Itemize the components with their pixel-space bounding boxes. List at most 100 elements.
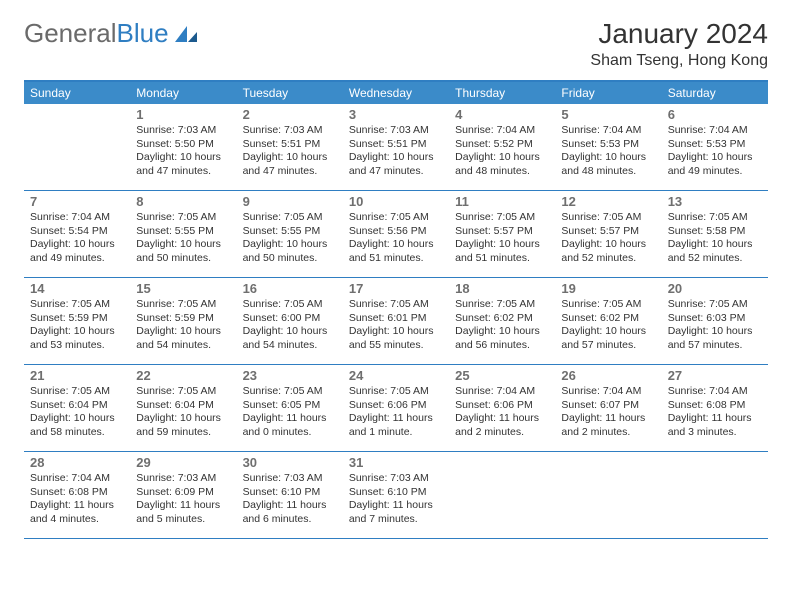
daylight-line: Daylight: 10 hours and 57 minutes.: [561, 325, 655, 352]
sunset-line: Sunset: 5:54 PM: [30, 225, 124, 239]
day-cell: 14Sunrise: 7:05 AMSunset: 5:59 PMDayligh…: [24, 278, 130, 364]
daylight-line: Daylight: 10 hours and 57 minutes.: [668, 325, 762, 352]
sunrise-line: Sunrise: 7:05 AM: [136, 211, 230, 225]
day-number: 27: [668, 368, 762, 383]
daylight-line: Daylight: 11 hours and 0 minutes.: [243, 412, 337, 439]
day-cell: 13Sunrise: 7:05 AMSunset: 5:58 PMDayligh…: [662, 191, 768, 277]
sunrise-line: Sunrise: 7:05 AM: [243, 298, 337, 312]
month-title: January 2024: [590, 18, 768, 50]
sunrise-line: Sunrise: 7:04 AM: [668, 385, 762, 399]
sunset-line: Sunset: 6:02 PM: [455, 312, 549, 326]
day-number: 12: [561, 194, 655, 209]
empty-cell: [24, 104, 130, 190]
daylight-line: Daylight: 10 hours and 47 minutes.: [243, 151, 337, 178]
sunset-line: Sunset: 6:10 PM: [349, 486, 443, 500]
day-number: 16: [243, 281, 337, 296]
day-cell: 30Sunrise: 7:03 AMSunset: 6:10 PMDayligh…: [237, 452, 343, 538]
day-cell: 31Sunrise: 7:03 AMSunset: 6:10 PMDayligh…: [343, 452, 449, 538]
logo-text-1: General: [24, 18, 117, 49]
sunrise-line: Sunrise: 7:05 AM: [455, 211, 549, 225]
day-cell: 12Sunrise: 7:05 AMSunset: 5:57 PMDayligh…: [555, 191, 661, 277]
dayname-sunday: Sunday: [24, 82, 130, 104]
sunset-line: Sunset: 6:06 PM: [455, 399, 549, 413]
calendar: Sunday Monday Tuesday Wednesday Thursday…: [24, 80, 768, 539]
day-cell: 22Sunrise: 7:05 AMSunset: 6:04 PMDayligh…: [130, 365, 236, 451]
sunset-line: Sunset: 6:08 PM: [30, 486, 124, 500]
sunrise-line: Sunrise: 7:03 AM: [349, 124, 443, 138]
sunset-line: Sunset: 5:50 PM: [136, 138, 230, 152]
day-number: 30: [243, 455, 337, 470]
sunset-line: Sunset: 5:53 PM: [668, 138, 762, 152]
daylight-line: Daylight: 10 hours and 49 minutes.: [668, 151, 762, 178]
day-cell: 18Sunrise: 7:05 AMSunset: 6:02 PMDayligh…: [449, 278, 555, 364]
header: GeneralBlue January 2024 Sham Tseng, Hon…: [24, 18, 768, 70]
week-row: 14Sunrise: 7:05 AMSunset: 5:59 PMDayligh…: [24, 278, 768, 365]
daylight-line: Daylight: 11 hours and 2 minutes.: [561, 412, 655, 439]
daylight-line: Daylight: 10 hours and 47 minutes.: [349, 151, 443, 178]
sunset-line: Sunset: 5:53 PM: [561, 138, 655, 152]
day-cell: 19Sunrise: 7:05 AMSunset: 6:02 PMDayligh…: [555, 278, 661, 364]
day-cell: 10Sunrise: 7:05 AMSunset: 5:56 PMDayligh…: [343, 191, 449, 277]
sunset-line: Sunset: 5:59 PM: [136, 312, 230, 326]
day-number: 22: [136, 368, 230, 383]
dayname-saturday: Saturday: [662, 82, 768, 104]
week-row: 21Sunrise: 7:05 AMSunset: 6:04 PMDayligh…: [24, 365, 768, 452]
day-number: 7: [30, 194, 124, 209]
sunset-line: Sunset: 5:51 PM: [243, 138, 337, 152]
daylight-line: Daylight: 10 hours and 48 minutes.: [455, 151, 549, 178]
empty-cell: [662, 452, 768, 538]
daylight-line: Daylight: 10 hours and 50 minutes.: [243, 238, 337, 265]
sunrise-line: Sunrise: 7:04 AM: [668, 124, 762, 138]
sunset-line: Sunset: 5:58 PM: [668, 225, 762, 239]
sunrise-line: Sunrise: 7:05 AM: [668, 298, 762, 312]
day-cell: 7Sunrise: 7:04 AMSunset: 5:54 PMDaylight…: [24, 191, 130, 277]
day-cell: 26Sunrise: 7:04 AMSunset: 6:07 PMDayligh…: [555, 365, 661, 451]
day-cell: 9Sunrise: 7:05 AMSunset: 5:55 PMDaylight…: [237, 191, 343, 277]
day-number: 31: [349, 455, 443, 470]
daylight-line: Daylight: 11 hours and 4 minutes.: [30, 499, 124, 526]
sunrise-line: Sunrise: 7:05 AM: [561, 211, 655, 225]
day-number: 29: [136, 455, 230, 470]
daylight-line: Daylight: 10 hours and 54 minutes.: [243, 325, 337, 352]
day-number: 15: [136, 281, 230, 296]
sunrise-line: Sunrise: 7:05 AM: [243, 211, 337, 225]
sunset-line: Sunset: 5:56 PM: [349, 225, 443, 239]
sunrise-line: Sunrise: 7:04 AM: [561, 124, 655, 138]
day-number: 4: [455, 107, 549, 122]
logo: GeneralBlue: [24, 18, 199, 49]
dayname-wednesday: Wednesday: [343, 82, 449, 104]
daylight-line: Daylight: 11 hours and 3 minutes.: [668, 412, 762, 439]
sunrise-line: Sunrise: 7:03 AM: [136, 472, 230, 486]
day-number: 24: [349, 368, 443, 383]
sunrise-line: Sunrise: 7:05 AM: [136, 385, 230, 399]
sunrise-line: Sunrise: 7:05 AM: [349, 385, 443, 399]
day-cell: 29Sunrise: 7:03 AMSunset: 6:09 PMDayligh…: [130, 452, 236, 538]
day-number: 8: [136, 194, 230, 209]
day-cell: 8Sunrise: 7:05 AMSunset: 5:55 PMDaylight…: [130, 191, 236, 277]
sunrise-line: Sunrise: 7:03 AM: [243, 124, 337, 138]
dayname-row: Sunday Monday Tuesday Wednesday Thursday…: [24, 82, 768, 104]
daylight-line: Daylight: 10 hours and 58 minutes.: [30, 412, 124, 439]
day-number: 6: [668, 107, 762, 122]
sunset-line: Sunset: 6:05 PM: [243, 399, 337, 413]
empty-cell: [449, 452, 555, 538]
empty-cell: [555, 452, 661, 538]
sunset-line: Sunset: 5:51 PM: [349, 138, 443, 152]
daylight-line: Daylight: 10 hours and 51 minutes.: [455, 238, 549, 265]
sunset-line: Sunset: 5:57 PM: [561, 225, 655, 239]
daylight-line: Daylight: 11 hours and 7 minutes.: [349, 499, 443, 526]
sunset-line: Sunset: 6:04 PM: [136, 399, 230, 413]
day-number: 20: [668, 281, 762, 296]
sunset-line: Sunset: 6:04 PM: [30, 399, 124, 413]
sunrise-line: Sunrise: 7:04 AM: [455, 385, 549, 399]
day-number: 17: [349, 281, 443, 296]
dayname-tuesday: Tuesday: [237, 82, 343, 104]
sunrise-line: Sunrise: 7:05 AM: [349, 298, 443, 312]
sunset-line: Sunset: 6:00 PM: [243, 312, 337, 326]
day-cell: 25Sunrise: 7:04 AMSunset: 6:06 PMDayligh…: [449, 365, 555, 451]
dayname-monday: Monday: [130, 82, 236, 104]
sunset-line: Sunset: 6:03 PM: [668, 312, 762, 326]
daylight-line: Daylight: 10 hours and 48 minutes.: [561, 151, 655, 178]
day-cell: 4Sunrise: 7:04 AMSunset: 5:52 PMDaylight…: [449, 104, 555, 190]
daylight-line: Daylight: 10 hours and 47 minutes.: [136, 151, 230, 178]
